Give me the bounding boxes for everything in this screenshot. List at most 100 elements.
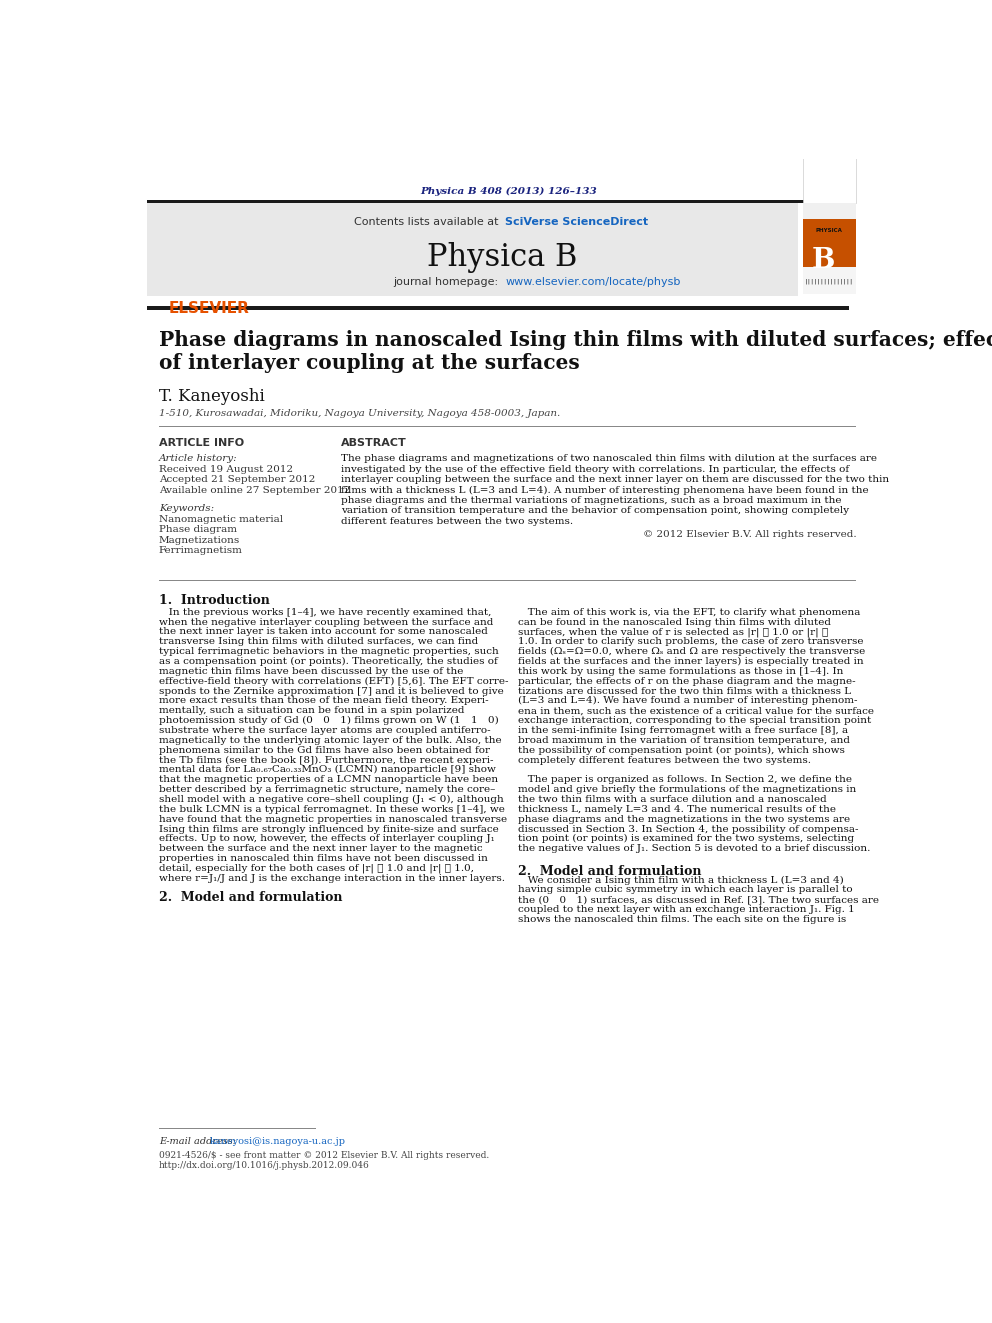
Text: www.elsevier.com/locate/physb: www.elsevier.com/locate/physb bbox=[505, 277, 681, 287]
Text: discussed in Section 3. In Section 4, the possibility of compensa-: discussed in Section 3. In Section 4, th… bbox=[518, 824, 858, 833]
Text: |||||||||||||||: ||||||||||||||| bbox=[805, 278, 854, 283]
Text: the bulk LCMN is a typical ferromagnet. In these works [1–4], we: the bulk LCMN is a typical ferromagnet. … bbox=[159, 804, 505, 814]
Text: Phase diagrams in nanoscaled Ising thin films with diluted surfaces; effects: Phase diagrams in nanoscaled Ising thin … bbox=[159, 329, 992, 349]
Text: the two thin films with a surface dilution and a nanoscaled: the two thin films with a surface diluti… bbox=[518, 795, 826, 804]
Bar bbox=[803, 218, 856, 266]
Text: magnetically to the underlying atomic layer of the bulk. Also, the: magnetically to the underlying atomic la… bbox=[159, 736, 502, 745]
Text: sponds to the Zernike approximation [7] and it is believed to give: sponds to the Zernike approximation [7] … bbox=[159, 687, 504, 696]
Text: photoemission study of Gd (0 0 1) films grown on W (1 1 0): photoemission study of Gd (0 0 1) films … bbox=[159, 716, 499, 725]
Text: broad maximum in the variation of transition temperature, and: broad maximum in the variation of transi… bbox=[518, 736, 850, 745]
Text: Keywords:: Keywords: bbox=[159, 504, 214, 513]
Text: 0921-4526/$ - see front matter © 2012 Elsevier B.V. All rights reserved.: 0921-4526/$ - see front matter © 2012 El… bbox=[159, 1151, 489, 1159]
Text: surfaces, when the value of r is selected as |r| ≪ 1.0 or |r| ≫: surfaces, when the value of r is selecte… bbox=[518, 627, 828, 636]
Text: different features between the two systems.: different features between the two syste… bbox=[341, 517, 573, 525]
Text: mentally, such a situation can be found in a spin polarized: mentally, such a situation can be found … bbox=[159, 706, 464, 716]
Text: phase diagrams and the thermal variations of magnetizations, such as a broad max: phase diagrams and the thermal variation… bbox=[341, 496, 841, 505]
Text: investigated by the use of the effective field theory with correlations. In part: investigated by the use of the effective… bbox=[341, 464, 849, 474]
Text: the possibility of compensation point (or points), which shows: the possibility of compensation point (o… bbox=[518, 746, 844, 755]
Text: magnetic thin films have been discussed by the use of the: magnetic thin films have been discussed … bbox=[159, 667, 463, 676]
Text: mental data for La₀.₆₇Ca₀.₃₃MnO₃ (LCMN) nanoparticle [9] show: mental data for La₀.₆₇Ca₀.₃₃MnO₃ (LCMN) … bbox=[159, 766, 496, 774]
Text: shell model with a negative core–shell coupling (J₁ < 0), although: shell model with a negative core–shell c… bbox=[159, 795, 504, 804]
Text: having simple cubic symmetry in which each layer is parallel to: having simple cubic symmetry in which ea… bbox=[518, 885, 852, 894]
Text: properties in nanoscaled thin films have not been discussed in: properties in nanoscaled thin films have… bbox=[159, 855, 488, 863]
Bar bbox=[803, 266, 856, 294]
Text: The aim of this work is, via the EFT, to clarify what phenomena: The aim of this work is, via the EFT, to… bbox=[518, 607, 860, 617]
Text: when the negative interlayer coupling between the surface and: when the negative interlayer coupling be… bbox=[159, 618, 493, 627]
Text: Available online 27 September 2012: Available online 27 September 2012 bbox=[159, 486, 350, 495]
Text: Ferrimagnetism: Ferrimagnetism bbox=[159, 546, 243, 554]
Text: Nanomagnetic material: Nanomagnetic material bbox=[159, 515, 283, 524]
Text: Physica B 408 (2013) 126–133: Physica B 408 (2013) 126–133 bbox=[420, 187, 597, 196]
Text: thickness L, namely L=3 and 4. The numerical results of the: thickness L, namely L=3 and 4. The numer… bbox=[518, 804, 835, 814]
Text: Contents lists available at: Contents lists available at bbox=[354, 217, 502, 228]
Text: (L=3 and L=4). We have found a number of interesting phenom-: (L=3 and L=4). We have found a number of… bbox=[518, 696, 857, 705]
Text: interlayer coupling between the surface and the next inner layer on them are dis: interlayer coupling between the surface … bbox=[341, 475, 889, 484]
Text: effective-field theory with correlations (EFT) [5,6]. The EFT corre-: effective-field theory with correlations… bbox=[159, 676, 508, 685]
Text: typical ferrimagnetic behaviors in the magnetic properties, such: typical ferrimagnetic behaviors in the m… bbox=[159, 647, 499, 656]
Text: ena in them, such as the existence of a critical value for the surface: ena in them, such as the existence of a … bbox=[518, 706, 874, 716]
Text: in the semi-infinite Ising ferromagnet with a free surface [8], a: in the semi-infinite Ising ferromagnet w… bbox=[518, 726, 848, 736]
Text: journal homepage:: journal homepage: bbox=[394, 277, 502, 287]
Text: can be found in the nanoscaled Ising thin films with diluted: can be found in the nanoscaled Ising thi… bbox=[518, 618, 830, 627]
Text: transverse Ising thin films with diluted surfaces, we can find: transverse Ising thin films with diluted… bbox=[159, 638, 478, 646]
Text: as a compensation point (or points). Theoretically, the studies of: as a compensation point (or points). The… bbox=[159, 658, 498, 665]
Text: PHYSICA: PHYSICA bbox=[815, 228, 842, 233]
Bar bbox=[147, 306, 848, 310]
Text: of interlayer coupling at the surfaces: of interlayer coupling at the surfaces bbox=[159, 353, 579, 373]
Text: the Tb films (see the book [8]). Furthermore, the recent experi-: the Tb films (see the book [8]). Further… bbox=[159, 755, 493, 765]
Text: substrate where the surface layer atoms are coupled antiferro-: substrate where the surface layer atoms … bbox=[159, 726, 490, 736]
Text: 2.  Model and formulation: 2. Model and formulation bbox=[159, 892, 342, 905]
Text: http://dx.doi.org/10.1016/j.physb.2012.09.046: http://dx.doi.org/10.1016/j.physb.2012.0… bbox=[159, 1162, 370, 1171]
Text: © 2012 Elsevier B.V. All rights reserved.: © 2012 Elsevier B.V. All rights reserved… bbox=[643, 531, 856, 540]
Text: 1.0. In order to clarify such problems, the case of zero transverse: 1.0. In order to clarify such problems, … bbox=[518, 638, 863, 646]
Text: model and give briefly the formulations of the magnetizations in: model and give briefly the formulations … bbox=[518, 785, 856, 794]
Text: We consider a Ising thin film with a thickness L (L=3 and 4): We consider a Ising thin film with a thi… bbox=[518, 876, 843, 885]
Text: the negative values of J₁. Section 5 is devoted to a brief discussion.: the negative values of J₁. Section 5 is … bbox=[518, 844, 870, 853]
Text: more exact results than those of the mean field theory. Experi-: more exact results than those of the mea… bbox=[159, 696, 488, 705]
Text: tizations are discussed for the two thin films with a thickness L: tizations are discussed for the two thin… bbox=[518, 687, 851, 696]
Text: phase diagrams and the magnetizations in the two systems are: phase diagrams and the magnetizations in… bbox=[518, 815, 850, 824]
Text: that the magnetic properties of a LCMN nanoparticle have been: that the magnetic properties of a LCMN n… bbox=[159, 775, 498, 785]
Text: better described by a ferrimagnetic structure, namely the core–: better described by a ferrimagnetic stru… bbox=[159, 785, 495, 794]
Text: particular, the effects of r on the phase diagram and the magne-: particular, the effects of r on the phas… bbox=[518, 676, 855, 685]
Text: Article history:: Article history: bbox=[159, 454, 237, 463]
Text: between the surface and the next inner layer to the magnetic: between the surface and the next inner l… bbox=[159, 844, 482, 853]
Text: have found that the magnetic properties in nanoscaled transverse: have found that the magnetic properties … bbox=[159, 815, 507, 824]
Text: The phase diagrams and magnetizations of two nanoscaled thin films with dilution: The phase diagrams and magnetizations of… bbox=[341, 454, 877, 463]
Bar bbox=[803, 110, 856, 202]
Bar bbox=[803, 202, 856, 218]
Text: ARTICLE INFO: ARTICLE INFO bbox=[159, 438, 244, 447]
Text: Received 19 August 2012: Received 19 August 2012 bbox=[159, 464, 293, 474]
Text: films with a thickness L (L=3 and L=4). A number of interesting phenomena have b: films with a thickness L (L=3 and L=4). … bbox=[341, 486, 869, 495]
Text: fields (Ωₛ=Ω=0.0, where Ωₛ and Ω are respectively the transverse: fields (Ωₛ=Ω=0.0, where Ωₛ and Ω are res… bbox=[518, 647, 865, 656]
Text: this work by using the same formulations as those in [1–4]. In: this work by using the same formulations… bbox=[518, 667, 843, 676]
Text: E-mail address:: E-mail address: bbox=[159, 1136, 239, 1146]
Text: the next inner layer is taken into account for some nanoscaled: the next inner layer is taken into accou… bbox=[159, 627, 488, 636]
Text: phenomena similar to the Gd films have also been obtained for: phenomena similar to the Gd films have a… bbox=[159, 746, 490, 754]
Text: where r=J₁/J and J is the exchange interaction in the inner layers.: where r=J₁/J and J is the exchange inter… bbox=[159, 873, 505, 882]
Text: Physica B: Physica B bbox=[427, 242, 577, 273]
Text: 2.  Model and formulation: 2. Model and formulation bbox=[518, 865, 701, 878]
Text: B: B bbox=[812, 247, 835, 274]
Text: the (0 0 1) surfaces, as discussed in Ref. [3]. The two surfaces are: the (0 0 1) surfaces, as discussed in Re… bbox=[518, 896, 879, 905]
Text: SciVerse ScienceDirect: SciVerse ScienceDirect bbox=[505, 217, 649, 228]
Text: In the previous works [1–4], we have recently examined that,: In the previous works [1–4], we have rec… bbox=[159, 607, 491, 617]
Text: exchange interaction, corresponding to the special transition point: exchange interaction, corresponding to t… bbox=[518, 716, 871, 725]
Text: Ising thin films are strongly influenced by finite-size and surface: Ising thin films are strongly influenced… bbox=[159, 824, 499, 833]
Text: The paper is organized as follows. In Section 2, we define the: The paper is organized as follows. In Se… bbox=[518, 775, 852, 785]
Text: tion point (or points) is examined for the two systems, selecting: tion point (or points) is examined for t… bbox=[518, 835, 854, 844]
Text: T. Kaneyoshi: T. Kaneyoshi bbox=[159, 388, 265, 405]
Bar bbox=[147, 200, 848, 202]
Text: Accepted 21 September 2012: Accepted 21 September 2012 bbox=[159, 475, 315, 484]
Text: ABSTRACT: ABSTRACT bbox=[341, 438, 407, 447]
Text: fields at the surfaces and the inner layers) is especially treated in: fields at the surfaces and the inner lay… bbox=[518, 658, 863, 665]
Text: coupled to the next layer with an exchange interaction J₁. Fig. 1: coupled to the next layer with an exchan… bbox=[518, 905, 854, 914]
Text: Magnetizations: Magnetizations bbox=[159, 536, 240, 545]
Text: effects. Up to now, however, the effects of interlayer coupling J₁: effects. Up to now, however, the effects… bbox=[159, 835, 495, 843]
Text: kaneyosi@is.nagoya-u.ac.jp: kaneyosi@is.nagoya-u.ac.jp bbox=[209, 1136, 345, 1146]
Text: Phase diagram: Phase diagram bbox=[159, 525, 237, 534]
Text: variation of transition temperature and the behavior of compensation point, show: variation of transition temperature and … bbox=[341, 507, 849, 516]
Text: 1-510, Kurosawadai, Midoriku, Nagoya University, Nagoya 458-0003, Japan.: 1-510, Kurosawadai, Midoriku, Nagoya Uni… bbox=[159, 409, 560, 418]
Text: ELSEVIER: ELSEVIER bbox=[169, 302, 250, 316]
Text: completely different features between the two systems.: completely different features between th… bbox=[518, 755, 810, 765]
